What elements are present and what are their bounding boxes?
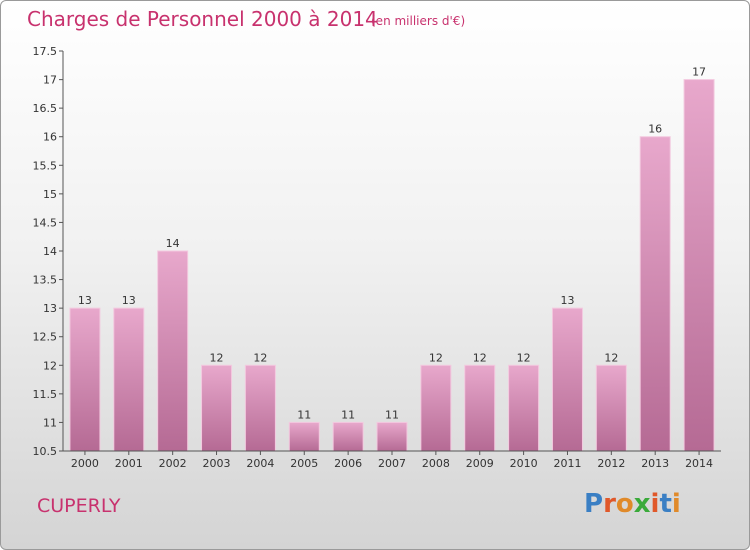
data-label-2005: 11 (297, 408, 311, 421)
bar-2013 (639, 136, 671, 452)
logo-letter: x (633, 489, 651, 519)
place-name: CUPERLY (37, 495, 121, 517)
y-tick-label: 11.5 (33, 388, 58, 401)
x-tick-label-2014: 2014 (685, 457, 713, 470)
data-label-2001: 13 (122, 294, 136, 307)
data-label-2009: 12 (473, 351, 487, 364)
y-tick-label: 17.5 (33, 45, 58, 58)
x-tick-label-2010: 2010 (510, 457, 538, 470)
logo-letter: o (615, 489, 634, 519)
y-tick-label: 12.5 (33, 331, 58, 344)
bar-2014 (683, 79, 715, 452)
x-tick-label-2008: 2008 (422, 457, 450, 470)
data-label-2014: 17 (692, 66, 706, 79)
logo-letter: t (659, 489, 672, 519)
x-tick-label-2011: 2011 (553, 457, 581, 470)
data-label-2003: 12 (210, 351, 224, 364)
bar-2011 (551, 307, 583, 452)
x-tick-label-2000: 2000 (71, 457, 99, 470)
data-label-2013: 16 (648, 123, 662, 136)
bar-2001 (113, 307, 145, 452)
x-tick-label-2002: 2002 (159, 457, 187, 470)
x-tick-label-2003: 2003 (203, 457, 231, 470)
bar-2007 (376, 421, 408, 452)
y-tick-label: 13 (43, 302, 57, 315)
bar-2009 (464, 364, 496, 452)
logo-letter: i (650, 489, 660, 519)
data-label-2010: 12 (517, 351, 531, 364)
x-tick-label-2005: 2005 (290, 457, 318, 470)
data-label-2008: 12 (429, 351, 443, 364)
y-tick-label: 11 (43, 416, 57, 429)
bar-2010 (508, 364, 540, 452)
data-label-2004: 12 (253, 351, 267, 364)
bar-2002 (157, 250, 189, 452)
bar-2000 (69, 307, 101, 452)
data-label-2007: 11 (385, 408, 399, 421)
y-tick-label: 16 (43, 131, 57, 144)
data-label-2012: 12 (604, 351, 618, 364)
logo-letter: i (671, 489, 681, 519)
y-tick-label: 14 (43, 245, 57, 258)
logo-letter: r (603, 489, 616, 519)
chart-title: Charges de Personnel 2000 à 2014 (27, 7, 378, 31)
y-tick-label: 12 (43, 359, 57, 372)
y-tick-label: 14.5 (33, 216, 58, 229)
x-tick-label-2007: 2007 (378, 457, 406, 470)
data-label-2002: 14 (166, 237, 180, 250)
bar-2003 (201, 364, 233, 452)
x-tick-label-2009: 2009 (466, 457, 494, 470)
data-label-2000: 13 (78, 294, 92, 307)
bar-2006 (332, 421, 364, 452)
proxiti-logo[interactable]: Proxiti (584, 489, 681, 519)
data-label-2011: 13 (560, 294, 574, 307)
logo-letter: P (584, 489, 604, 519)
bar-2005 (288, 421, 320, 452)
chart-subtitle: (en milliers d'€) (371, 14, 466, 28)
bar-2004 (244, 364, 276, 452)
y-tick-label: 15 (43, 188, 57, 201)
y-tick-label: 17 (43, 74, 57, 87)
x-tick-label-2001: 2001 (115, 457, 143, 470)
x-tick-label-2004: 2004 (246, 457, 274, 470)
y-tick-label: 10.5 (33, 445, 58, 458)
x-tick-label-2012: 2012 (597, 457, 625, 470)
x-tick-label-2006: 2006 (334, 457, 362, 470)
bar-2008 (420, 364, 452, 452)
y-tick-label: 13.5 (33, 274, 58, 287)
y-tick-label: 16.5 (33, 102, 58, 115)
bar-2012 (595, 364, 627, 452)
y-tick-label: 15.5 (33, 159, 58, 172)
x-tick-label-2013: 2013 (641, 457, 669, 470)
data-label-2006: 11 (341, 408, 355, 421)
